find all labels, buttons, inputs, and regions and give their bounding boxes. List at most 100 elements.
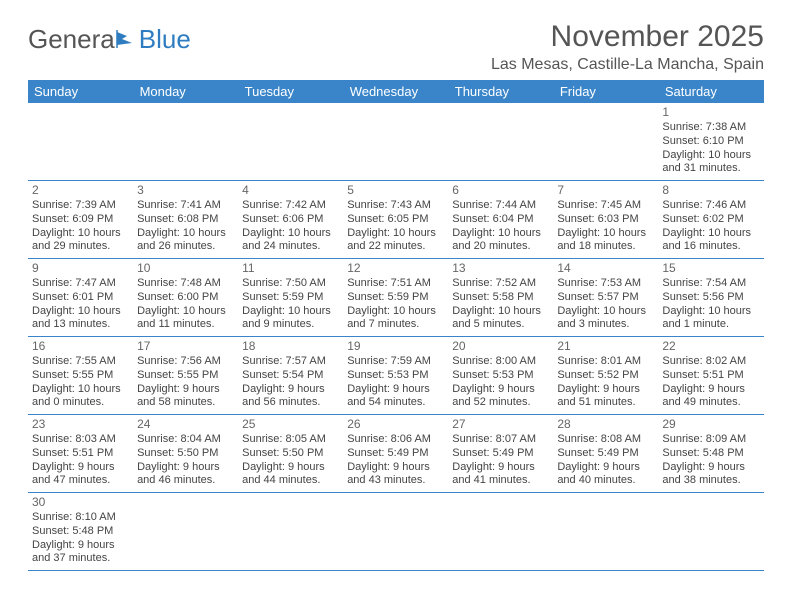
- page-title: November 2025: [491, 20, 764, 54]
- calendar-cell: [343, 493, 448, 571]
- calendar-row: 1Sunrise: 7:38 AMSunset: 6:10 PMDaylight…: [28, 103, 764, 181]
- calendar-cell: 1Sunrise: 7:38 AMSunset: 6:10 PMDaylight…: [658, 103, 763, 181]
- weekday-header: Friday: [553, 80, 658, 103]
- sunrise-text: Sunrise: 8:09 AM: [662, 433, 759, 447]
- calendar-row: 2Sunrise: 7:39 AMSunset: 6:09 PMDaylight…: [28, 181, 764, 259]
- sunset-text: Sunset: 5:50 PM: [137, 447, 234, 461]
- sunrise-text: Sunrise: 7:46 AM: [662, 199, 759, 213]
- sunset-text: Sunset: 5:51 PM: [662, 369, 759, 383]
- sunrise-text: Sunrise: 7:53 AM: [557, 277, 654, 291]
- day-number: 22: [662, 339, 759, 354]
- daylight-text: Daylight: 9 hours and 52 minutes.: [452, 383, 549, 411]
- sunset-text: Sunset: 5:54 PM: [242, 369, 339, 383]
- sunset-text: Sunset: 5:50 PM: [242, 447, 339, 461]
- calendar-cell: 19Sunrise: 7:59 AMSunset: 5:53 PMDayligh…: [343, 337, 448, 415]
- sunset-text: Sunset: 5:55 PM: [32, 369, 129, 383]
- weekday-header: Monday: [133, 80, 238, 103]
- sunrise-text: Sunrise: 7:41 AM: [137, 199, 234, 213]
- day-number: 9: [32, 261, 129, 276]
- sunset-text: Sunset: 5:56 PM: [662, 291, 759, 305]
- calendar-cell: 6Sunrise: 7:44 AMSunset: 6:04 PMDaylight…: [448, 181, 553, 259]
- daylight-text: Daylight: 10 hours and 16 minutes.: [662, 227, 759, 255]
- daylight-text: Daylight: 10 hours and 0 minutes.: [32, 383, 129, 411]
- sunrise-text: Sunrise: 8:07 AM: [452, 433, 549, 447]
- calendar-cell: 3Sunrise: 7:41 AMSunset: 6:08 PMDaylight…: [133, 181, 238, 259]
- calendar-cell: 15Sunrise: 7:54 AMSunset: 5:56 PMDayligh…: [658, 259, 763, 337]
- daylight-text: Daylight: 9 hours and 43 minutes.: [347, 461, 444, 489]
- calendar-cell: 5Sunrise: 7:43 AMSunset: 6:05 PMDaylight…: [343, 181, 448, 259]
- daylight-text: Daylight: 9 hours and 41 minutes.: [452, 461, 549, 489]
- calendar-cell: [133, 493, 238, 571]
- day-number: 8: [662, 183, 759, 198]
- sunrise-text: Sunrise: 8:01 AM: [557, 355, 654, 369]
- calendar-cell: 4Sunrise: 7:42 AMSunset: 6:06 PMDaylight…: [238, 181, 343, 259]
- calendar-cell: 8Sunrise: 7:46 AMSunset: 6:02 PMDaylight…: [658, 181, 763, 259]
- daylight-text: Daylight: 10 hours and 3 minutes.: [557, 305, 654, 333]
- calendar-cell: 14Sunrise: 7:53 AMSunset: 5:57 PMDayligh…: [553, 259, 658, 337]
- sunrise-text: Sunrise: 8:06 AM: [347, 433, 444, 447]
- sunrise-text: Sunrise: 7:52 AM: [452, 277, 549, 291]
- weekday-header: Tuesday: [238, 80, 343, 103]
- daylight-text: Daylight: 10 hours and 11 minutes.: [137, 305, 234, 333]
- calendar-cell: [238, 493, 343, 571]
- daylight-text: Daylight: 9 hours and 44 minutes.: [242, 461, 339, 489]
- daylight-text: Daylight: 10 hours and 1 minute.: [662, 305, 759, 333]
- sunrise-text: Sunrise: 7:45 AM: [557, 199, 654, 213]
- calendar-row: 30Sunrise: 8:10 AMSunset: 5:48 PMDayligh…: [28, 493, 764, 571]
- calendar-cell: 25Sunrise: 8:05 AMSunset: 5:50 PMDayligh…: [238, 415, 343, 493]
- flag-icon: [116, 24, 138, 55]
- daylight-text: Daylight: 9 hours and 58 minutes.: [137, 383, 234, 411]
- sunset-text: Sunset: 5:49 PM: [347, 447, 444, 461]
- day-number: 13: [452, 261, 549, 276]
- day-number: 17: [137, 339, 234, 354]
- title-block: November 2025 Las Mesas, Castille-La Man…: [491, 20, 764, 74]
- daylight-text: Daylight: 10 hours and 22 minutes.: [347, 227, 444, 255]
- day-number: 27: [452, 417, 549, 432]
- header: Genera Blue November 2025 Las Mesas, Cas…: [28, 20, 764, 74]
- sunrise-text: Sunrise: 7:39 AM: [32, 199, 129, 213]
- sunset-text: Sunset: 5:48 PM: [662, 447, 759, 461]
- weekday-header: Thursday: [448, 80, 553, 103]
- day-number: 6: [452, 183, 549, 198]
- daylight-text: Daylight: 9 hours and 54 minutes.: [347, 383, 444, 411]
- sunrise-text: Sunrise: 8:10 AM: [32, 511, 129, 525]
- daylight-text: Daylight: 10 hours and 26 minutes.: [137, 227, 234, 255]
- day-number: 4: [242, 183, 339, 198]
- day-number: 2: [32, 183, 129, 198]
- calendar-cell: 12Sunrise: 7:51 AMSunset: 5:59 PMDayligh…: [343, 259, 448, 337]
- day-number: 20: [452, 339, 549, 354]
- sunset-text: Sunset: 5:59 PM: [347, 291, 444, 305]
- calendar-cell: 7Sunrise: 7:45 AMSunset: 6:03 PMDaylight…: [553, 181, 658, 259]
- sunrise-text: Sunrise: 8:00 AM: [452, 355, 549, 369]
- sunset-text: Sunset: 6:10 PM: [662, 135, 759, 149]
- sunrise-text: Sunrise: 7:55 AM: [32, 355, 129, 369]
- calendar-cell: [28, 103, 133, 181]
- sunset-text: Sunset: 6:04 PM: [452, 213, 549, 227]
- sunset-text: Sunset: 5:53 PM: [347, 369, 444, 383]
- sunset-text: Sunset: 5:59 PM: [242, 291, 339, 305]
- sunrise-text: Sunrise: 8:04 AM: [137, 433, 234, 447]
- daylight-text: Daylight: 9 hours and 47 minutes.: [32, 461, 129, 489]
- sunrise-text: Sunrise: 7:50 AM: [242, 277, 339, 291]
- day-number: 5: [347, 183, 444, 198]
- calendar-cell: 21Sunrise: 8:01 AMSunset: 5:52 PMDayligh…: [553, 337, 658, 415]
- calendar-cell: 2Sunrise: 7:39 AMSunset: 6:09 PMDaylight…: [28, 181, 133, 259]
- day-number: 14: [557, 261, 654, 276]
- sunset-text: Sunset: 6:08 PM: [137, 213, 234, 227]
- sunrise-text: Sunrise: 8:03 AM: [32, 433, 129, 447]
- weekday-header: Saturday: [658, 80, 763, 103]
- day-number: 29: [662, 417, 759, 432]
- weekday-header: Wednesday: [343, 80, 448, 103]
- daylight-text: Daylight: 10 hours and 24 minutes.: [242, 227, 339, 255]
- day-number: 18: [242, 339, 339, 354]
- calendar-cell: 20Sunrise: 8:00 AMSunset: 5:53 PMDayligh…: [448, 337, 553, 415]
- sunset-text: Sunset: 5:53 PM: [452, 369, 549, 383]
- day-number: 30: [32, 495, 129, 510]
- logo: Genera Blue: [28, 24, 191, 55]
- calendar-cell: 11Sunrise: 7:50 AMSunset: 5:59 PMDayligh…: [238, 259, 343, 337]
- sunset-text: Sunset: 6:02 PM: [662, 213, 759, 227]
- calendar-cell: 30Sunrise: 8:10 AMSunset: 5:48 PMDayligh…: [28, 493, 133, 571]
- calendar-cell: 28Sunrise: 8:08 AMSunset: 5:49 PMDayligh…: [553, 415, 658, 493]
- daylight-text: Daylight: 9 hours and 49 minutes.: [662, 383, 759, 411]
- weekday-header: Sunday: [28, 80, 133, 103]
